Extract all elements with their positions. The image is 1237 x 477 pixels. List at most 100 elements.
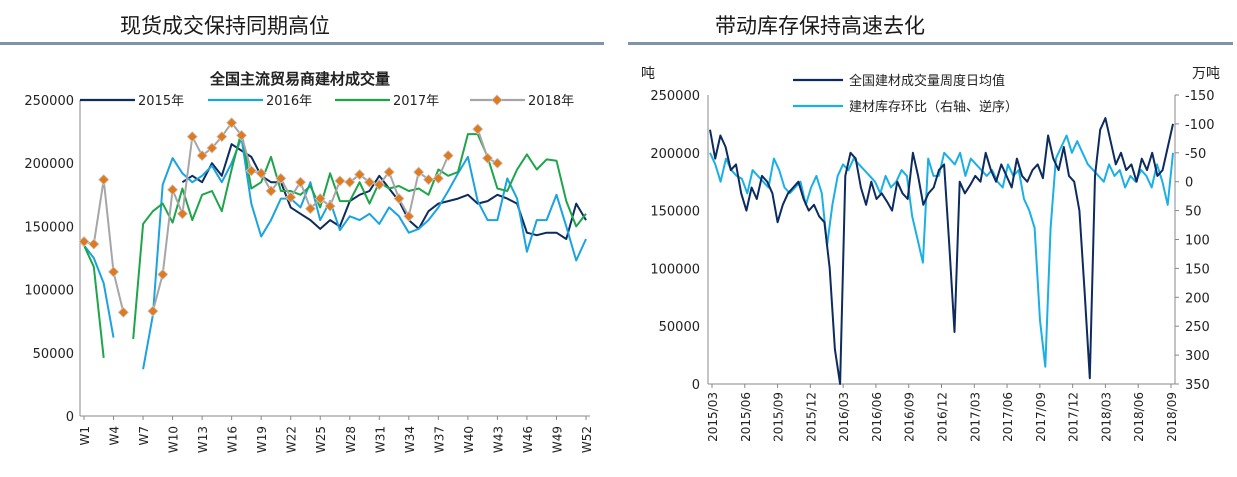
- y-tick-label: 250000: [24, 94, 74, 109]
- data-point-2018年: [78, 236, 90, 248]
- right-y-tick-label: -50: [1185, 147, 1206, 162]
- data-point-2018年: [117, 306, 129, 318]
- x-tick-label: W1: [78, 426, 92, 446]
- data-point-2018年: [196, 150, 208, 162]
- data-point-2018年: [334, 175, 346, 187]
- data-point-2018年: [491, 157, 503, 169]
- data-point-2018年: [314, 193, 326, 205]
- data-point-2018年: [275, 172, 287, 184]
- data-point-2018年: [442, 150, 454, 162]
- x-tick-label: W16: [226, 426, 240, 453]
- right-axis-unit: 万吨: [1192, 66, 1220, 82]
- data-point-2018年: [472, 123, 484, 135]
- x-tick-label: W22: [285, 426, 299, 453]
- data-point-2018年: [294, 176, 307, 188]
- y-tick-label: 50000: [33, 347, 74, 362]
- legend-label-2015年: 2015年: [138, 94, 184, 109]
- data-point-2018年: [226, 117, 238, 129]
- x-tick-label: W31: [373, 426, 387, 453]
- data-point-2018年: [186, 131, 198, 143]
- x-tick-label: 2015/12: [804, 392, 818, 442]
- x-tick-label: 2016/06: [870, 392, 884, 442]
- left-y-tick-label: 150000: [650, 205, 700, 220]
- weekly-transaction-chart: 全国主流贸易商建材成交量 0 50000 100000 150000 200000 2500…: [24, 70, 594, 453]
- legend-label-volume: 全国建材成交量周度日均值: [849, 73, 1005, 89]
- data-point-2018年: [107, 266, 120, 278]
- legend-label-2017年: 2017年: [393, 94, 439, 109]
- y-tick-label: 0: [66, 410, 74, 425]
- data-point-2018年: [363, 176, 376, 188]
- y-tick-label: 100000: [24, 284, 74, 299]
- x-tick-label: W19: [255, 426, 269, 453]
- y-tick-label: 200000: [24, 157, 74, 172]
- data-point-2018年: [413, 166, 425, 178]
- data-point-2018年: [422, 174, 435, 186]
- x-tick-label: W43: [491, 426, 505, 453]
- left-y-tick-label: 50000: [659, 320, 700, 335]
- inventory-chart: 吨 万吨 0 50000 100000 150000 200000 250000 -150 -10…: [641, 66, 1220, 442]
- series-line-2017年: [83, 130, 587, 359]
- x-tick-label: W7: [137, 426, 151, 446]
- data-point-2018年: [482, 152, 494, 164]
- legend-marker-2018年: [491, 94, 503, 106]
- right-y-tick-label: 50: [1185, 205, 1202, 220]
- data-point-2018年: [88, 238, 100, 250]
- right-y-tick-label: 250: [1185, 320, 1210, 335]
- legend-label-2018年: 2018年: [528, 94, 574, 109]
- data-point-2018年: [167, 184, 179, 196]
- right-y-tick-label: 350: [1185, 378, 1210, 393]
- data-point-2018年: [98, 174, 110, 186]
- data-point-2018年: [285, 191, 297, 203]
- series-line-volume: [709, 117, 1174, 385]
- right-y-tick-label: 100: [1185, 234, 1210, 249]
- x-tick-label: W34: [403, 426, 417, 453]
- left-chart-panel: 现货成交保持同期高位 全国主流贸易商建材成交量 0 50000 100000 15000…: [0, 0, 610, 477]
- left-axis-unit: 吨: [641, 66, 655, 82]
- y-tick-label: 150000: [24, 220, 74, 235]
- x-tick-label: 2018/06: [1132, 392, 1146, 442]
- legend-label-2016年: 2016年: [266, 94, 312, 109]
- x-tick-label: 2017/06: [1001, 392, 1015, 442]
- data-point-2018年: [147, 305, 159, 317]
- x-tick-label: 2016/03: [837, 392, 851, 442]
- data-point-2018年: [157, 268, 169, 280]
- data-point-2018年: [403, 210, 415, 222]
- right-y-tick-label: -100: [1185, 118, 1215, 133]
- x-tick-label: 2018/09: [1165, 392, 1179, 442]
- left-section-title: 现货成交保持同期高位: [120, 14, 330, 38]
- data-point-2018年: [393, 193, 405, 205]
- left-y-tick-label: 100000: [650, 262, 700, 277]
- data-point-2018年: [216, 131, 228, 143]
- data-point-2018年: [432, 172, 444, 184]
- data-point-2018年: [383, 166, 395, 178]
- left-y-tick-label: 200000: [650, 147, 700, 162]
- right-section-title: 带动库存保持高速去化: [715, 14, 925, 38]
- x-tick-label: W40: [462, 426, 476, 453]
- series-line-2016年: [83, 136, 587, 370]
- x-tick-label: 2016/09: [903, 392, 917, 442]
- x-tick-label: W46: [521, 426, 535, 453]
- data-point-2018年: [255, 167, 267, 179]
- right-chart-panel: 带动库存保持高速去化 吨 万吨 0 50000 100000 150000 200000 25…: [618, 0, 1237, 477]
- data-point-2018年: [354, 169, 366, 181]
- right-y-tick-label: 300: [1185, 349, 1210, 364]
- x-tick-label: W13: [196, 426, 210, 453]
- x-tick-label: 2018/03: [1099, 392, 1113, 442]
- data-point-2018年: [176, 208, 188, 220]
- x-tick-label: 2015/09: [772, 392, 786, 442]
- x-tick-label: W4: [108, 426, 122, 446]
- left-y-tick-label: 250000: [650, 89, 700, 104]
- series-line-inventory: [709, 134, 1174, 368]
- data-point-2018年: [344, 176, 356, 188]
- left-y-tick-label: 0: [692, 378, 700, 393]
- x-tick-label: W37: [432, 426, 446, 453]
- right-y-tick-label: 0: [1185, 176, 1193, 191]
- data-point-2018年: [373, 179, 385, 191]
- x-tick-label: W49: [550, 426, 564, 453]
- x-tick-label: 2016/12: [936, 392, 950, 442]
- right-y-tick-label: 200: [1185, 291, 1210, 306]
- right-y-tick-label: -150: [1185, 89, 1215, 104]
- data-point-2018年: [324, 200, 336, 212]
- x-tick-label: 2017/03: [968, 392, 982, 442]
- data-point-2018年: [245, 165, 257, 177]
